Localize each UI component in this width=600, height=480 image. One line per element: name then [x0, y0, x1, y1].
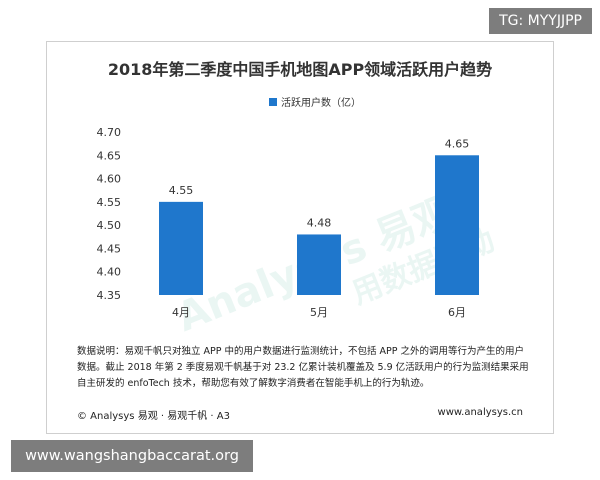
bar-5月 — [297, 234, 341, 295]
y-tick-label-4: 4.50 — [97, 219, 122, 232]
x-axis: 4月 5月 6月 — [172, 306, 466, 319]
chart-card: 2018年第二季度中国手机地图APP领域活跃用户趋势 Analysys 易观 用… — [46, 41, 554, 434]
y-tick-label-0: 4.70 — [97, 126, 122, 139]
bars: 4.55 4.48 4.65 — [159, 137, 479, 295]
bar-chart: 活跃用户数（亿） 4.70 4.65 4.60 4.55 4.50 4.45 4.40 4.3… — [97, 96, 479, 319]
data-label-2: 4.65 — [445, 137, 470, 150]
bar-4月 — [159, 201, 203, 295]
x-tick-label-0: 4月 — [172, 306, 190, 319]
data-note-line-3: 自主研发的 enfoTech 技术，帮助您有效了解数字消费者在智能手机上的行为轨… — [77, 378, 430, 389]
y-tick-label-2: 4.60 — [97, 173, 122, 186]
y-axis: 4.70 4.65 4.60 4.55 4.50 4.45 4.40 4.35 — [97, 126, 122, 302]
x-tick-label-1: 5月 — [310, 306, 328, 319]
x-tick-label-2: 6月 — [448, 306, 466, 319]
footer-copyright: © Analysys 易观 · 易观千帆 · A3 — [77, 411, 230, 422]
data-label-1: 4.48 — [307, 216, 332, 229]
legend-label: 活跃用户数（亿） — [281, 96, 361, 109]
data-label-0: 4.55 — [169, 184, 194, 197]
corner-tag: TG: MYYJJPP — [489, 8, 592, 34]
site-url-banner[interactable]: www.wangshangbaccarat.org — [11, 440, 253, 472]
y-tick-label-3: 4.55 — [97, 196, 122, 209]
data-note-line-1: 数据说明：易观千帆只对独立 APP 中的用户数据进行监测统计，不包括 APP 之… — [77, 346, 524, 357]
legend-swatch — [269, 98, 277, 106]
y-tick-label-6: 4.40 — [97, 266, 122, 279]
footer-website-link[interactable]: www.analysys.cn — [437, 407, 523, 418]
y-tick-label-7: 4.35 — [97, 289, 122, 302]
data-note: 数据说明：易观千帆只对独立 APP 中的用户数据进行监测统计，不包括 APP 之… — [77, 344, 537, 392]
y-tick-label-5: 4.45 — [97, 242, 122, 255]
y-tick-label-1: 4.65 — [97, 149, 122, 162]
bar-6月 — [435, 155, 479, 295]
chart-title: 2018年第二季度中国手机地图APP领域活跃用户趋势 — [107, 60, 493, 79]
data-note-line-2: 数据。截止 2018 年第 2 季度易观千帆基于对 23.2 亿累计装机覆盖及 … — [77, 362, 529, 373]
legend: 活跃用户数（亿） — [269, 96, 361, 109]
